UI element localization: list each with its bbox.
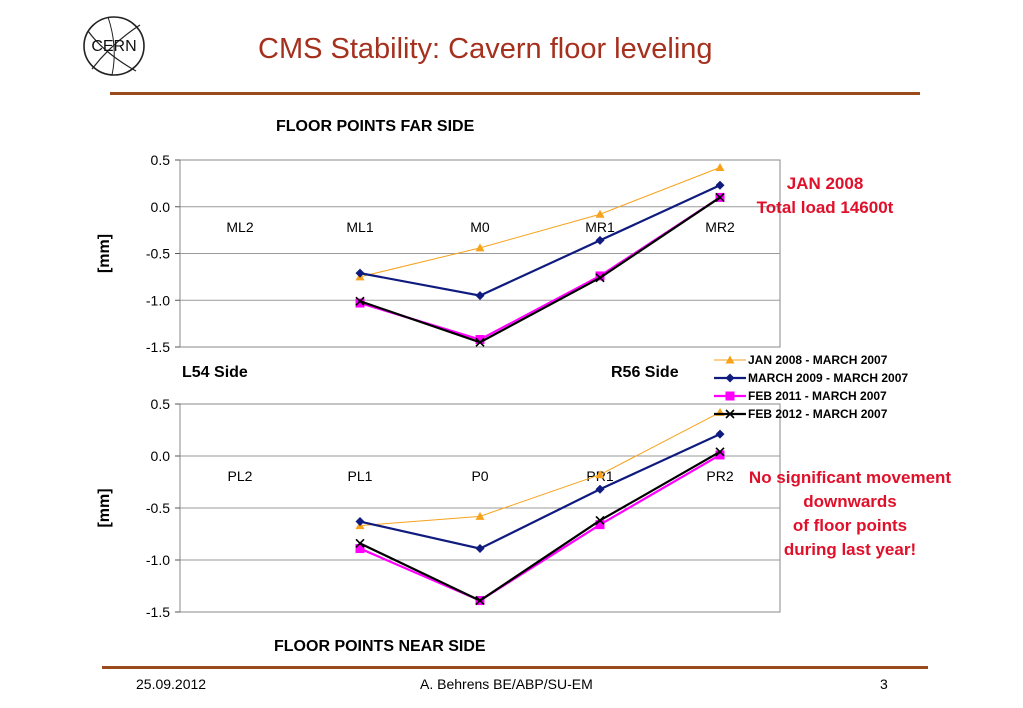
legend-swatch: [714, 373, 746, 383]
near-category-label: PL1: [348, 468, 373, 484]
legend-label: FEB 2012 - MARCH 2007: [748, 407, 888, 421]
far-data-point: [715, 192, 725, 202]
far-data-point: [475, 291, 485, 301]
note-bottom-line1: No significant movement: [748, 468, 952, 487]
chart-near-side: 0.50.0-0.5-1.0-1.5[mm]PL2PL1P0PR1PR2: [96, 396, 781, 620]
near-data-point: [475, 544, 485, 554]
far-ytick-label: -1.5: [146, 339, 170, 355]
far-data-point: [475, 335, 485, 345]
near-data-point: [715, 450, 725, 460]
legend-label: JAN 2008 - MARCH 2007: [748, 353, 888, 367]
far-ytick-label: 0.5: [151, 152, 171, 168]
legend-swatch-marker: [725, 409, 735, 419]
far-series-points-2: [355, 180, 725, 301]
note-bottom-line4: during last year!: [783, 540, 917, 559]
near-ytick-label: -0.5: [146, 500, 170, 516]
far-ytick-label: 0.0: [151, 199, 171, 215]
near-series-line-2: [359, 433, 721, 550]
near-data-point: [595, 520, 605, 530]
near-series-line-3: [359, 454, 721, 602]
near-ytick-label: 0.5: [151, 396, 171, 412]
far-data-point: [355, 268, 365, 278]
near-series-points-2: [355, 429, 725, 554]
far-data-point: [355, 298, 365, 308]
near-data-point: [595, 470, 605, 479]
near-ylabel: [mm]: [96, 488, 113, 527]
far-data-point: [595, 271, 605, 281]
header-rule: [110, 92, 920, 95]
near-category-label: PL2: [228, 468, 253, 484]
bottom-chart-title: FLOOR POINTS NEAR SIDE: [274, 638, 486, 655]
note-top: JAN 2008 Total load 14600t: [720, 172, 930, 220]
near-series-line-1: [359, 411, 721, 527]
near-series-points-4: [355, 447, 725, 606]
near-data-point: [715, 447, 725, 457]
far-data-point: [475, 243, 485, 252]
legend-swatch: [714, 355, 746, 364]
near-data-point: [475, 595, 485, 606]
top-chart-title: FLOOR POINTS FAR SIDE: [276, 118, 475, 135]
legend-swatch: [714, 391, 746, 401]
near-data-point: [355, 544, 365, 554]
legend-swatch-marker: [725, 355, 735, 364]
near-data-point: [355, 517, 365, 527]
far-category-label: ML2: [226, 219, 253, 235]
footer-rule: [102, 666, 928, 669]
far-data-point: [595, 209, 605, 218]
note-bottom: No significant movement downwards of flo…: [716, 466, 984, 562]
near-data-point: [475, 511, 485, 520]
near-ytick-label: -1.0: [146, 552, 170, 568]
near-category-label: P0: [471, 468, 488, 484]
cern-logo-text: CERN: [91, 38, 136, 55]
footer-date: 25.09.2012: [136, 676, 207, 692]
note-bottom-line3: of floor points: [792, 516, 908, 535]
near-category-label: PR2: [706, 468, 733, 484]
legend-label: FEB 2011 - MARCH 2007: [748, 389, 887, 403]
far-data-point: [595, 235, 605, 245]
far-category-label: M0: [470, 219, 490, 235]
right-side-label: R56 Side: [611, 364, 679, 381]
page-title: CMS Stability: Cavern floor leveling: [258, 33, 713, 65]
note-top-line1: JAN 2008: [786, 174, 864, 193]
far-data-point: [715, 162, 725, 171]
legend-item: JAN 2008 - MARCH 2007: [714, 351, 908, 369]
far-data-point: [595, 273, 605, 283]
legend-swatch: [714, 409, 746, 419]
near-data-point: [595, 484, 605, 494]
far-ylabel: [mm]: [96, 234, 113, 273]
far-category-label: ML1: [346, 219, 373, 235]
far-series-line-4: [359, 196, 721, 344]
far-data-point: [355, 296, 365, 306]
far-category-label: MR1: [585, 219, 615, 235]
near-data-point: [715, 429, 725, 439]
footer-author: A. Behrens BE/ABP/SU-EM: [420, 676, 593, 692]
legend-label: MARCH 2009 - MARCH 2007: [748, 371, 909, 385]
footer-page: 3: [880, 676, 888, 692]
far-ytick-label: -0.5: [146, 246, 170, 262]
near-data-point: [595, 515, 605, 526]
legend-item: MARCH 2009 - MARCH 2007: [714, 369, 908, 387]
legend-item: FEB 2012 - MARCH 2007: [714, 405, 908, 423]
note-top-line2: Total load 14600t: [756, 198, 894, 217]
far-data-point: [715, 180, 725, 190]
far-series-line-1: [359, 167, 721, 278]
far-series-points-4: [355, 192, 725, 347]
legend-item: FEB 2011 - MARCH 2007: [714, 387, 908, 405]
near-ytick-label: 0.0: [151, 448, 171, 464]
note-bottom-line2: downwards: [803, 492, 897, 511]
near-data-point: [355, 538, 365, 548]
far-category-label: MR2: [705, 219, 735, 235]
chart-far-side: 0.5 0.0 -0.5 -1.0 -1.5 [mm] ML2 ML1 M0 MR1 MR2: [96, 152, 781, 355]
cern-logo: CERN: [83, 16, 145, 76]
chart-legend: JAN 2008 - MARCH 2007 MARCH 2009 - MARCH …: [714, 351, 908, 423]
left-side-label: L54 Side: [182, 364, 248, 381]
far-series-line-2: [359, 184, 721, 297]
legend-swatch-marker: [725, 391, 735, 401]
near-series-line-4: [359, 450, 721, 602]
far-ytick-label: -1.0: [146, 292, 170, 308]
far-data-point: [475, 337, 485, 347]
near-ytick-label: -1.5: [146, 604, 170, 620]
legend-swatch-marker: [725, 373, 735, 383]
